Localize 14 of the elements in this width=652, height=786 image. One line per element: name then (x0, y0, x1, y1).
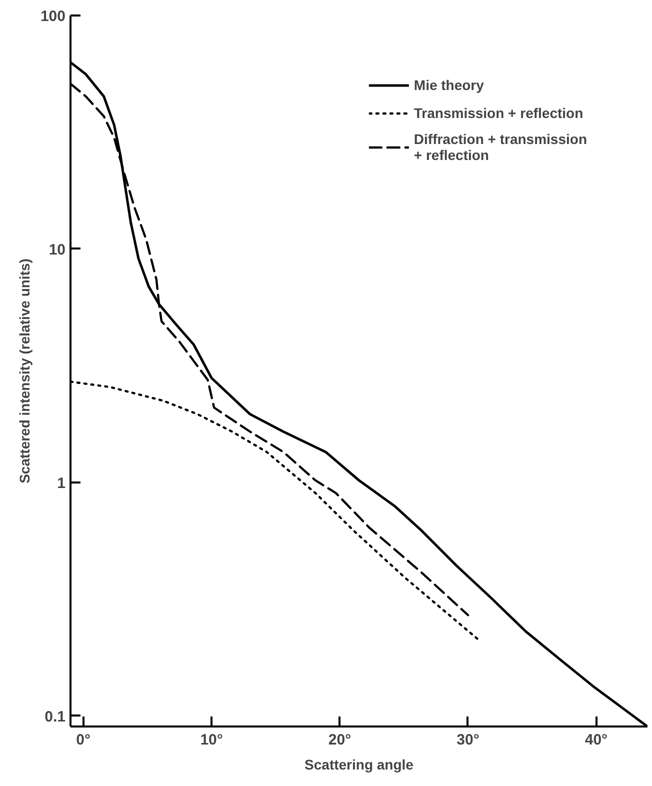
x-tick-label: 10° (200, 732, 223, 748)
x-tick-label: 40° (584, 732, 608, 748)
legend-label: Mie theory (414, 77, 484, 93)
y-tick-label: 1 (57, 474, 66, 492)
y-tick-label: 0.1 (44, 708, 66, 726)
legend-label: Diffraction + transmission + reflection (414, 131, 587, 163)
x-tick-label: 20° (328, 732, 352, 748)
legend-label: Transmission + reflection (414, 105, 584, 121)
y-axis-title: Scattered intensity (relative units) (16, 258, 32, 484)
x-tick-label: 30° (456, 732, 480, 748)
x-axis-title: Scattering angle (304, 756, 414, 772)
x-tick-label: 0° (76, 732, 90, 748)
y-tick-label: 10 (48, 241, 66, 258)
y-tick-label: 100 (40, 8, 66, 25)
